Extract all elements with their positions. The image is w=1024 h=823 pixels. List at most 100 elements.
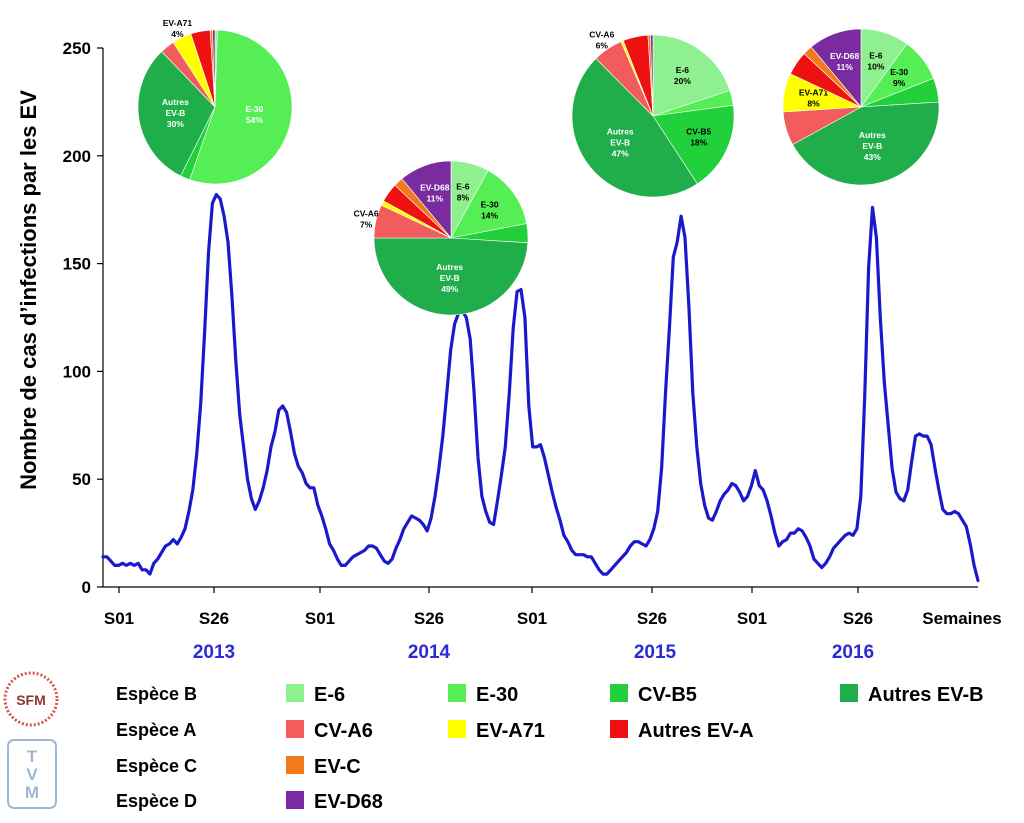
pie-slice <box>373 237 529 316</box>
pie-label-line: 49% <box>441 284 458 294</box>
x-tick-label: S26 <box>199 609 229 628</box>
sfm-logo-ring <box>3 671 59 727</box>
year-label: 2016 <box>832 642 874 663</box>
pie-label-line: Autres <box>436 262 463 272</box>
legend-swatch <box>610 720 628 738</box>
pie-label-line: E-6 <box>456 181 470 191</box>
pie-2016: E-6 10%E-30 9%Autres EV-B 43%EV-A71 8%EV-D68 1… <box>782 28 940 186</box>
legend-item-label: Autres EV-A <box>638 720 754 742</box>
sfm-logo-text: SFM <box>16 692 46 708</box>
legend-swatch <box>610 684 628 702</box>
pie-label: EV-D68 11% <box>420 183 450 204</box>
pie-slice <box>650 34 654 117</box>
pie-slice <box>810 28 862 108</box>
year-label: 2014 <box>408 642 451 663</box>
pie-label-line: 8% <box>457 192 470 202</box>
legend-species-label: Espèce B <box>116 684 197 704</box>
pie-label-line: E-6 <box>869 51 883 61</box>
pie-label: E-30 54% <box>245 104 263 125</box>
pie-slice <box>652 34 731 117</box>
pie-label-line: 4% <box>171 29 184 39</box>
legend-item-label: E-30 <box>476 684 518 706</box>
x-tick-label: S26 <box>637 609 667 628</box>
pie-slice <box>792 101 940 186</box>
pie-label-line: CV-A6 <box>354 209 379 219</box>
pie-label-line: E-30 <box>481 199 499 209</box>
pie-label-line: 11% <box>836 62 853 72</box>
pie-label-line: 11% <box>427 194 444 204</box>
pie-label-line: 20% <box>674 76 691 86</box>
pie-label: Autres EV-B 30% <box>162 97 189 129</box>
x-tick-label: S01 <box>305 609 335 628</box>
pie-label: E-6 8% <box>456 181 470 202</box>
pie-label: E-6 20% <box>674 65 691 86</box>
legend-item-label: EV-D68 <box>314 791 383 813</box>
tvm-logo-letter: V <box>26 765 38 784</box>
pie-label: E-30 9% <box>890 67 908 88</box>
y-tick-label: 200 <box>63 147 91 166</box>
legend-swatch <box>448 720 466 738</box>
pie-slice <box>137 51 216 177</box>
pie-label-line: 14% <box>481 210 498 220</box>
pie-label-line: E-30 <box>890 67 908 77</box>
legend-swatch <box>840 684 858 702</box>
pie-label-line: 7% <box>360 220 373 230</box>
legend-swatch <box>286 720 304 738</box>
x-tick-label: S01 <box>517 609 547 628</box>
y-tick-label: 0 <box>82 578 91 597</box>
legend: Espèce B Espèce A Espèce C Espèce D E-6 E-30 C… <box>116 684 984 813</box>
pie-label-line: 9% <box>893 78 906 88</box>
pie-label-line: EV-A71 <box>799 87 829 97</box>
pie-label-line: EV-B <box>440 273 460 283</box>
pie-label: CV-A6 6% <box>589 30 614 51</box>
pie-label-line: E-6 <box>676 65 690 75</box>
pie-label-line: EV-A71 <box>163 18 193 28</box>
legend-item-label: CV-B5 <box>638 684 697 706</box>
legend-item-label: EV-C <box>314 756 361 778</box>
y-tick-label: 250 <box>63 39 91 58</box>
pie-layer: E-30 54%Autres EV-B 30%EV-A71 4%E-6 8%E-30 14%… <box>137 18 940 316</box>
pie-label: CV-A6 7% <box>354 209 379 230</box>
pie-label-line: CV-B5 <box>686 126 711 136</box>
pie-label-line: 47% <box>612 149 629 159</box>
legend-species-label: Espèce D <box>116 791 197 811</box>
tvm-logo-frame <box>7 739 57 809</box>
pie-2015: E-6 20% CV-B5 18% Autres EV-B 47% CV-A6 6% <box>571 30 735 198</box>
legend-item-label: E-6 <box>314 684 345 706</box>
year-label: 2013 <box>193 642 235 663</box>
x-axis-title: Semaines <box>922 609 1001 628</box>
pie-label-line: 6% <box>596 41 609 51</box>
tvm-logo-letter: T <box>27 747 38 766</box>
pie-label: CV-B5 18% <box>686 126 711 147</box>
pie-label-line: 10% <box>867 62 884 72</box>
pie-label: EV-D68 11% <box>830 51 860 72</box>
legend-swatch <box>286 756 304 774</box>
legend-swatch <box>448 684 466 702</box>
logos: SFM T V M <box>3 671 59 809</box>
pie-slice <box>189 29 293 185</box>
pie-slice <box>212 29 216 108</box>
y-tick-label: 150 <box>63 255 91 274</box>
pie-label-line: CV-A6 <box>589 30 614 40</box>
legend-item-label: EV-A71 <box>476 720 545 742</box>
pie-slice <box>401 160 452 239</box>
pie-label-line: 43% <box>864 152 881 162</box>
y-tick-label: 100 <box>63 362 91 381</box>
pie-label: EV-A71 8% <box>799 87 829 108</box>
pie-label-line: 54% <box>246 115 263 125</box>
pie-label-line: EV-B <box>862 141 882 151</box>
pie-label-line: EV-D68 <box>830 51 860 61</box>
line-layer <box>101 193 980 583</box>
pie-label-line: Autres <box>607 127 634 137</box>
legend-item-label: Autres EV-B <box>868 684 984 706</box>
x-tick-label: S26 <box>843 609 873 628</box>
series-line <box>101 193 980 583</box>
pie-slice <box>450 170 527 239</box>
x-tick-label: S01 <box>104 609 134 628</box>
axes: 0 50 100 150 200 250 S01 S26 S01 S26 S01 S26 S01 S26 S… <box>16 39 1002 663</box>
pie-label: Autres EV-B 47% <box>607 127 634 159</box>
